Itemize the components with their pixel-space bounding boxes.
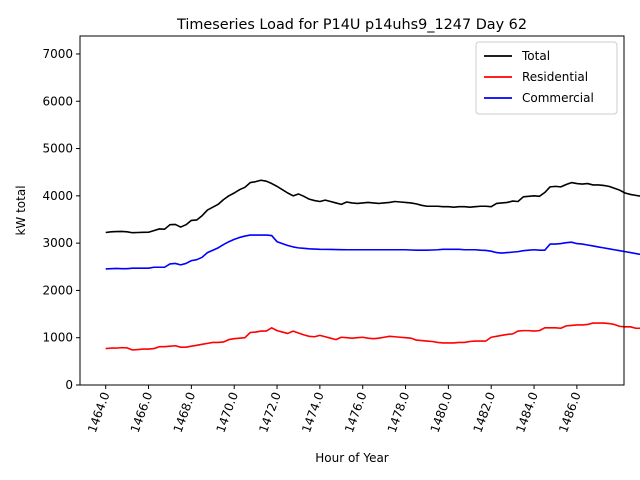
y-tick-label: 4000 bbox=[42, 189, 73, 203]
legend-label-total: Total bbox=[521, 49, 550, 63]
chart-title: Timeseries Load for P14U p14uhs9_1247 Da… bbox=[176, 17, 527, 33]
y-tick-label: 7000 bbox=[42, 47, 73, 61]
plot-content bbox=[105, 179, 640, 351]
legend-label-residential: Residential bbox=[522, 70, 588, 84]
legend: Total Residential Commercial bbox=[475, 41, 618, 115]
y-axis-label: kW total bbox=[14, 185, 28, 235]
y-axis: 0 1000 2000 3000 4000 5000 6000 7000 bbox=[42, 47, 80, 392]
legend-box bbox=[475, 41, 618, 115]
y-tick-label: 0 bbox=[65, 378, 73, 392]
y-tick-label: 5000 bbox=[42, 142, 73, 156]
plot-frame bbox=[79, 35, 625, 386]
x-axis-label: Hour of Year bbox=[315, 451, 389, 465]
series-line-commercial bbox=[105, 234, 640, 270]
series-line-total bbox=[105, 179, 640, 234]
y-tick-label: 6000 bbox=[42, 94, 73, 108]
y-tick-label: 3000 bbox=[42, 236, 73, 250]
y-tick-label: 1000 bbox=[42, 331, 73, 345]
series-line-residential bbox=[105, 322, 640, 351]
y-tick-label: 2000 bbox=[42, 283, 73, 297]
legend-label-commercial: Commercial bbox=[522, 91, 594, 105]
